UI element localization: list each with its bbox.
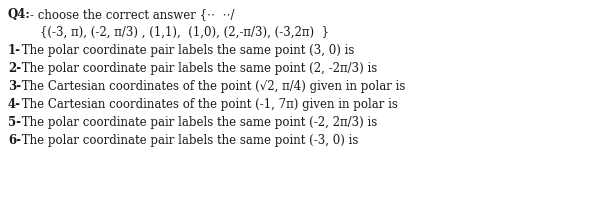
Text: {(-3, π), (-2, π/3) , (1,1),  (1,0), (2,-π/3), (-3,2π)  }: {(-3, π), (-2, π/3) , (1,1), (1,0), (2,-… <box>40 26 329 39</box>
Text: 1-: 1- <box>8 44 21 57</box>
Text: The Cartesian coordinates of the point (-1, 7π) given in polar is: The Cartesian coordinates of the point (… <box>18 98 398 111</box>
Text: 4-: 4- <box>8 98 21 111</box>
Text: 6-: 6- <box>8 134 21 147</box>
Text: The polar coordinate pair labels the same point (-3, 0) is: The polar coordinate pair labels the sam… <box>18 134 358 147</box>
Text: The Cartesian coordinates of the point (√2, π/4) given in polar is: The Cartesian coordinates of the point (… <box>18 80 405 93</box>
Text: The polar coordinate pair labels the same point (-2, 2π/3) is: The polar coordinate pair labels the sam… <box>18 116 377 129</box>
Text: The polar coordinate pair labels the same point (2, -2π/3) is: The polar coordinate pair labels the sam… <box>18 62 377 75</box>
Text: The polar coordinate pair labels the same point (3, 0) is: The polar coordinate pair labels the sam… <box>18 44 355 57</box>
Text: 2-: 2- <box>8 62 21 75</box>
Text: 3-: 3- <box>8 80 21 93</box>
Text: - choose the correct answer {⋅⋅  ⋅⋅/: - choose the correct answer {⋅⋅ ⋅⋅/ <box>31 8 235 21</box>
Text: 5-: 5- <box>8 116 21 129</box>
Text: Q4:: Q4: <box>8 8 31 21</box>
